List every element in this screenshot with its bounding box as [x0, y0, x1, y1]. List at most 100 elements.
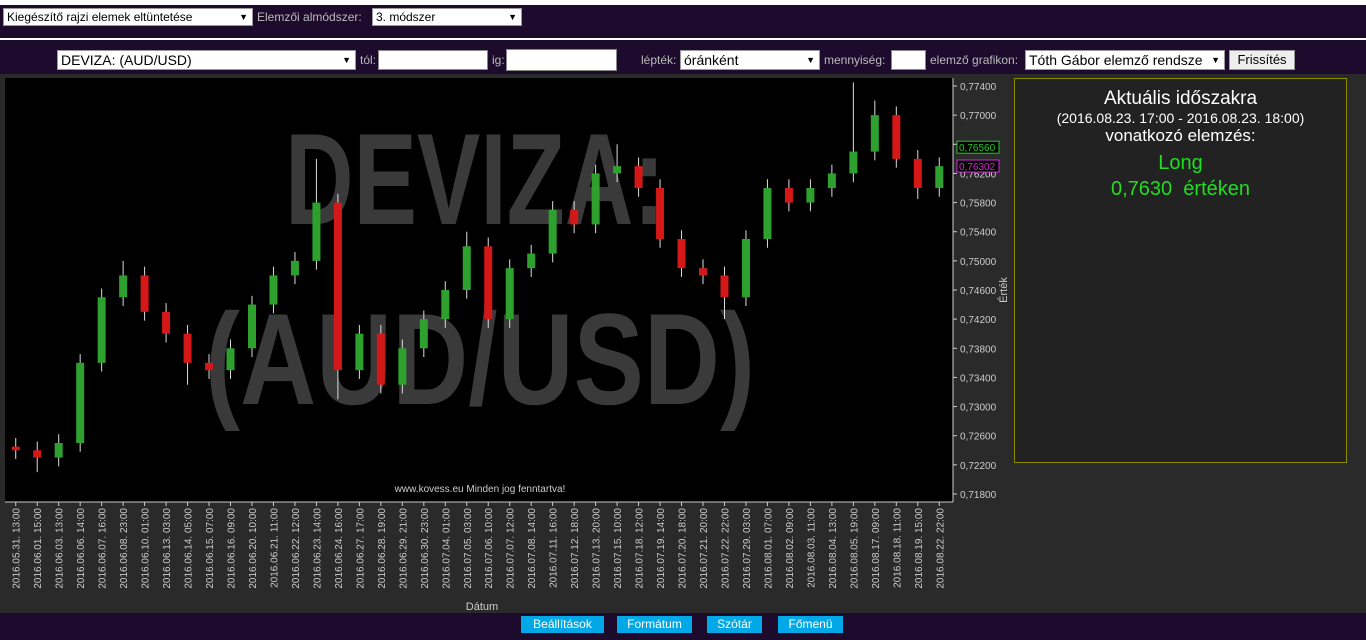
- candle-body: [570, 209, 579, 225]
- x-tick-label: 2016.06.29. 21:00: [398, 508, 409, 589]
- refresh-button[interactable]: Frissítés: [1229, 50, 1295, 70]
- candle-body: [505, 268, 514, 320]
- candle-body: [398, 348, 407, 385]
- x-tick-label: 2016.07.12. 18:00: [570, 508, 581, 589]
- nav-button[interactable]: Főmenü: [778, 616, 843, 633]
- x-tick-label: 2016.06.08. 23:00: [119, 508, 130, 589]
- x-tick-label: 2016.06.21. 11:00: [269, 508, 280, 588]
- candle-body: [806, 188, 815, 203]
- candle-body: [913, 158, 922, 189]
- x-tick-label: 2016.07.06. 10:00: [484, 508, 495, 589]
- candle-body: [33, 450, 42, 458]
- quantity-input[interactable]: [891, 50, 926, 70]
- nav-button[interactable]: Szótár: [707, 616, 762, 633]
- y-tick-label: 0,74600: [960, 286, 997, 297]
- from-input[interactable]: [378, 50, 488, 70]
- candle-body: [269, 275, 278, 305]
- candle-body: [720, 275, 729, 298]
- separator: [0, 38, 1366, 40]
- candle-body: [827, 173, 836, 189]
- candle-body: [870, 115, 879, 152]
- y-tick-label: 0,73000: [960, 403, 997, 414]
- x-tick-label: 2016.06.01. 15:00: [33, 508, 44, 589]
- overlay-select[interactable]: Kiegészítő rajzi elemek eltüntetése: [3, 8, 253, 26]
- quantity-label: mennyiség:: [824, 53, 886, 67]
- candle-body: [763, 188, 772, 240]
- x-tick-label: 2016.07.13. 20:00: [592, 508, 603, 589]
- candle-body: [441, 290, 450, 320]
- candles: [11, 82, 944, 473]
- x-tick-label: 2016.08.19. 15:00: [914, 508, 925, 589]
- x-tick-label: 2016.07.19. 14:00: [656, 508, 667, 589]
- x-tick-label: 2016.07.15. 10:00: [613, 508, 624, 589]
- candle-body: [247, 304, 256, 349]
- y-tick-label: 0,74200: [960, 315, 997, 326]
- chart-select[interactable]: Tóth Gábor elemző rendsze: [1025, 50, 1225, 70]
- price-marker: [956, 159, 1000, 173]
- to-label: ig:: [492, 53, 505, 67]
- x-tick-label: 2016.06.07. 16:00: [98, 508, 109, 589]
- instrument-select[interactable]: DEVIZA: (AUD/USD): [57, 50, 356, 70]
- x-tick-label: 2016.07.08. 14:00: [527, 508, 538, 589]
- x-tick-label: 2016.07.22. 22:00: [720, 508, 731, 589]
- analysis-panel: Aktuális időszakra (2016.08.23. 17:00 - …: [1014, 78, 1347, 463]
- x-tick-label: 2016.07.18. 12:00: [635, 508, 646, 589]
- x-axis-title: Dátum: [466, 601, 498, 613]
- x-tick-label: 2016.08.02. 09:00: [785, 508, 796, 589]
- candle-body: [140, 275, 149, 312]
- x-tick-label: 2016.06.13. 03:00: [162, 508, 173, 589]
- analysis-title: Aktuális időszakra: [1103, 88, 1258, 109]
- candle-body: [312, 202, 321, 261]
- x-tick-label: 2016.07.11. 16:00: [549, 508, 560, 588]
- footer: Beállítások Formátum Szótár Főmenü: [0, 613, 1366, 640]
- to-input[interactable]: [506, 49, 617, 71]
- x-tick-label: 2016.06.24. 16:00: [334, 508, 345, 589]
- price-marker: [956, 140, 1000, 154]
- candle-body: [419, 319, 428, 349]
- scale-label: lépték:: [641, 53, 677, 67]
- x-tick-label: 2016.06.15. 07:00: [205, 508, 216, 589]
- y-tick-label: 0,73400: [960, 373, 997, 384]
- plot-area: [5, 78, 953, 502]
- candle-body: [935, 166, 944, 189]
- candle-body: [741, 239, 750, 298]
- x-tick-label: 2016.06.23. 14:00: [312, 508, 323, 589]
- x-tick-label: 2016.07.07. 12:00: [506, 508, 517, 589]
- x-tick-label: 2016.05.31. 13:00: [12, 508, 23, 589]
- nav-button[interactable]: Formátum: [617, 616, 692, 633]
- x-tick-label: 2016.08.04. 13:00: [828, 508, 839, 589]
- submethod-select[interactable]: 3. módszer: [372, 8, 522, 26]
- analysis-signal: Long: [1158, 152, 1203, 174]
- candle-body: [11, 446, 20, 451]
- x-tick-label: 2016.06.06. 14:00: [76, 508, 87, 589]
- x-tick-label: 2016.06.20. 10:00: [248, 508, 259, 589]
- candle-body: [484, 246, 493, 320]
- nav-button[interactable]: Beállítások: [521, 616, 604, 633]
- candle-body: [333, 202, 342, 371]
- x-tick-label: 2016.07.05. 03:00: [463, 508, 474, 589]
- x-tick-label: 2016.06.27. 17:00: [355, 508, 366, 589]
- chart-label: elemző grafikon:: [930, 53, 1019, 67]
- y-axis-title: Érték: [997, 277, 1010, 303]
- candle-body: [205, 362, 214, 371]
- y-tick-label: 0,75000: [960, 257, 997, 268]
- watermark: (AUD/USD): [205, 286, 755, 432]
- x-tick-label: 2016.08.03. 11:00: [806, 508, 817, 588]
- scale-select[interactable]: óránként: [680, 50, 820, 70]
- y-tick-label: 0,77000: [960, 111, 997, 122]
- x-tick-label: 2016.06.16. 09:00: [227, 508, 238, 589]
- candle-body: [548, 209, 557, 254]
- candle-body: [376, 333, 385, 385]
- x-tick-label: 2016.06.22. 12:00: [291, 508, 302, 589]
- x-tick-label: 2016.06.03. 13:00: [55, 508, 66, 589]
- from-label: tól:: [360, 53, 377, 67]
- candle-body: [183, 333, 192, 363]
- candle-body: [591, 173, 600, 225]
- x-tick-label: 2016.07.04. 01:00: [441, 508, 452, 589]
- price-marker-label: 0,76560: [959, 143, 996, 154]
- candle-body: [699, 268, 708, 276]
- chart: DEVIZA: (AUD/USD) www.kovess.eu Minden j…: [5, 78, 1010, 613]
- top-strip: [0, 0, 1366, 5]
- candle-body: [849, 151, 858, 174]
